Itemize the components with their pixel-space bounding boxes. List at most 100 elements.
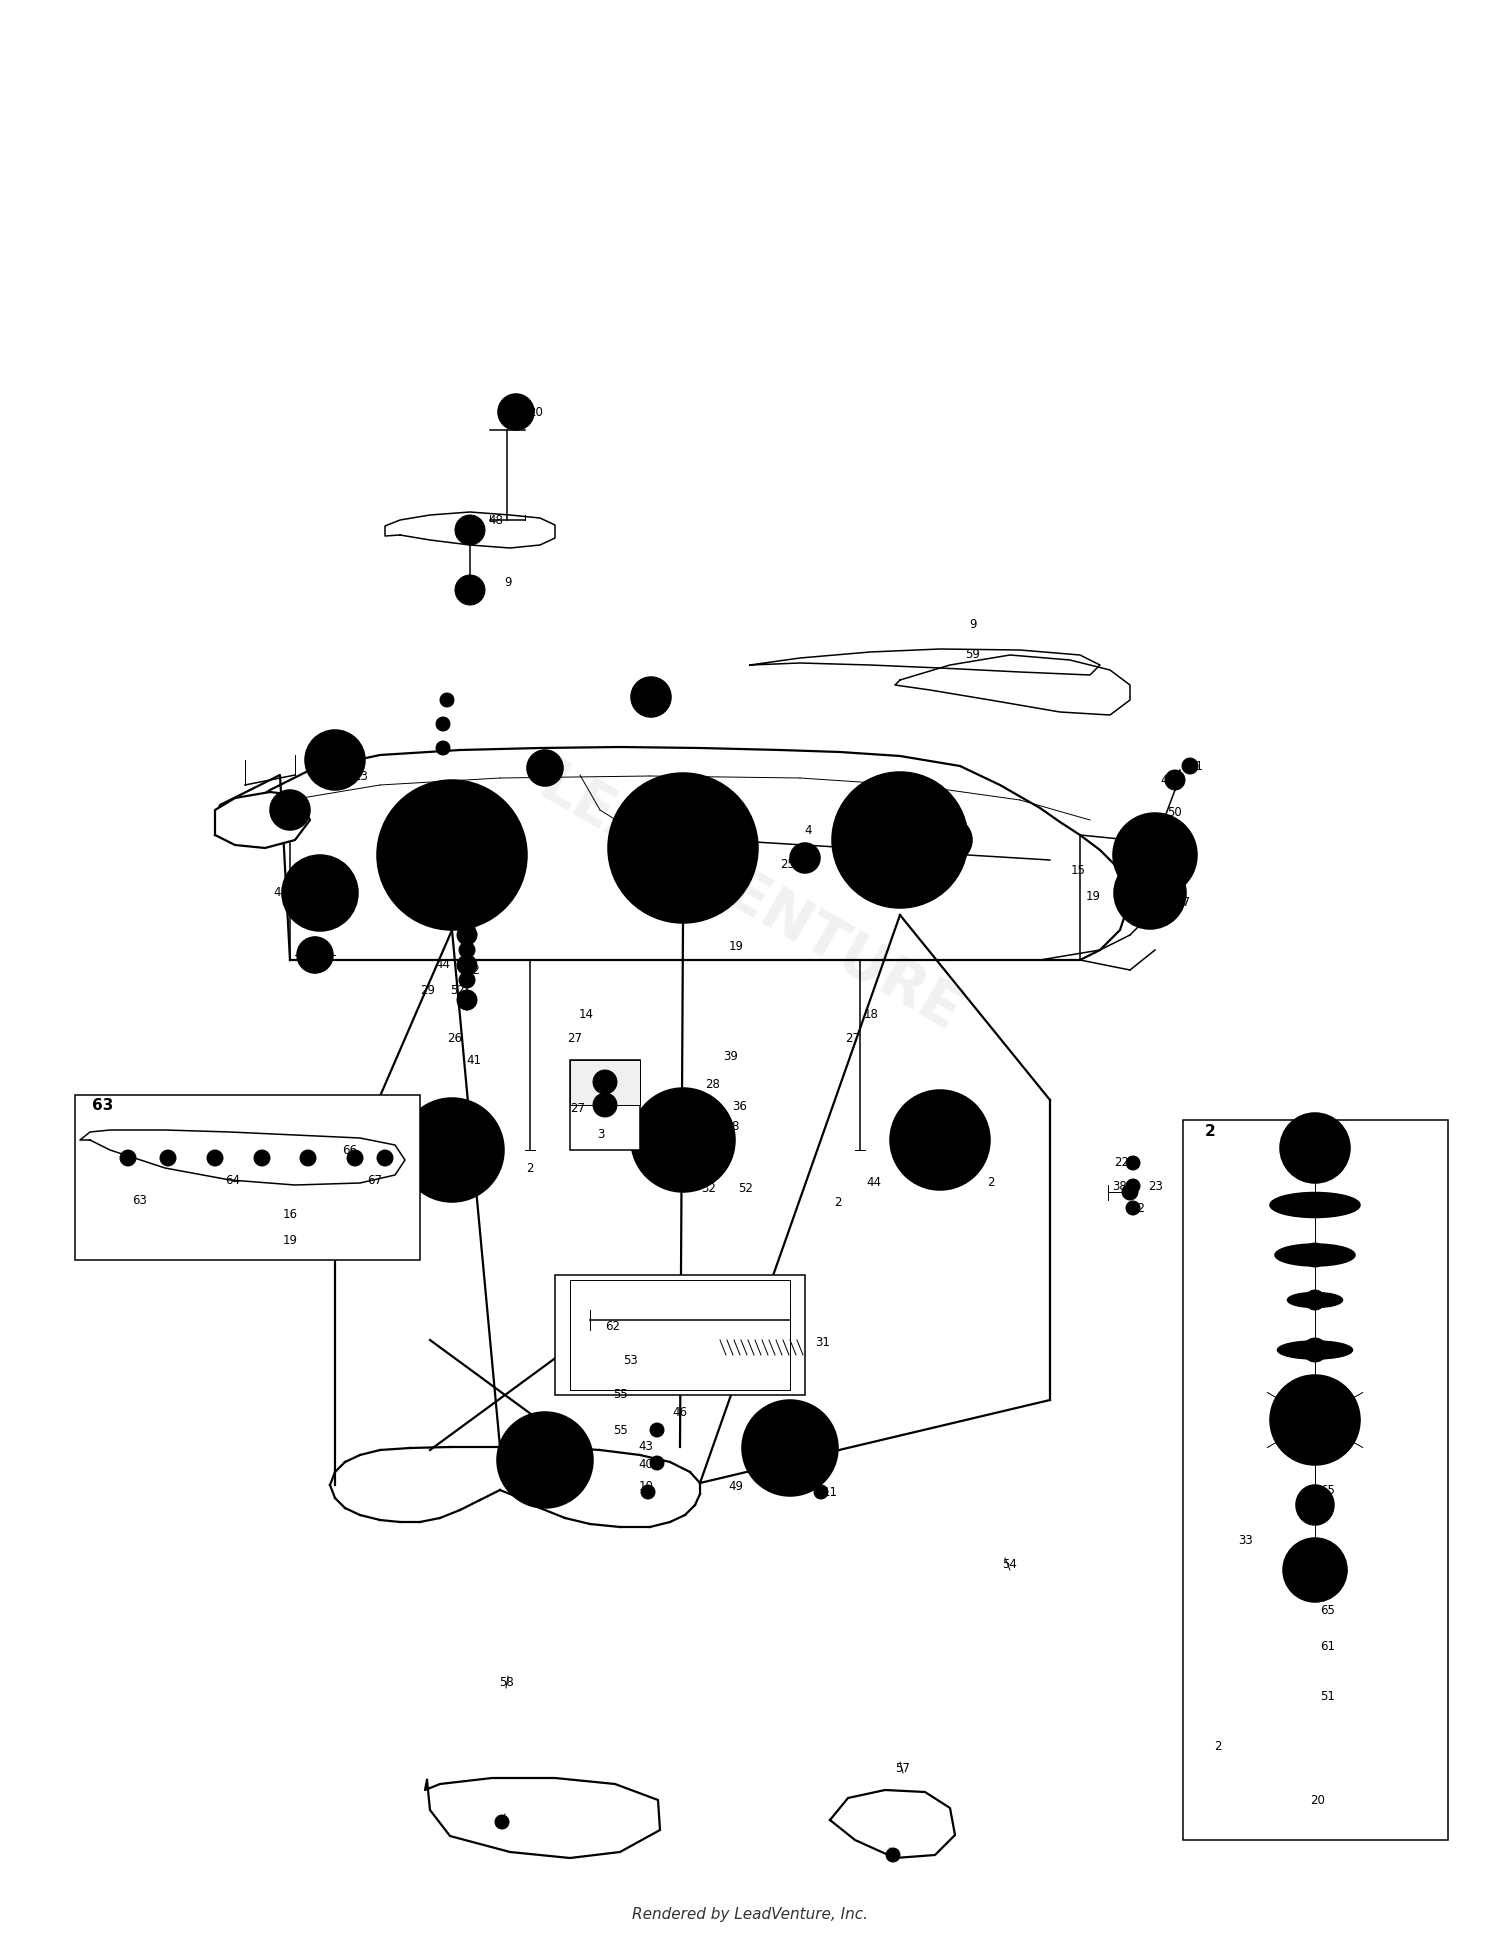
Circle shape	[886, 1848, 900, 1861]
Circle shape	[1114, 858, 1186, 930]
Text: 63: 63	[93, 1097, 114, 1112]
Text: 18: 18	[864, 1009, 879, 1021]
Circle shape	[674, 1130, 693, 1149]
Polygon shape	[750, 648, 1100, 675]
Text: 50: 50	[1167, 806, 1182, 819]
Circle shape	[444, 697, 450, 703]
Text: 1: 1	[471, 924, 477, 938]
Circle shape	[500, 1819, 506, 1825]
Text: 40: 40	[639, 1458, 654, 1471]
Text: 52: 52	[450, 984, 465, 996]
Polygon shape	[386, 512, 555, 547]
Text: 22: 22	[435, 718, 450, 730]
Text: 20: 20	[1311, 1793, 1326, 1807]
Circle shape	[928, 817, 972, 862]
Circle shape	[320, 745, 350, 774]
Circle shape	[592, 1093, 616, 1116]
Text: 17: 17	[762, 1405, 777, 1419]
Text: 12: 12	[1131, 1201, 1146, 1215]
Circle shape	[912, 1112, 968, 1168]
Circle shape	[1126, 1201, 1140, 1215]
Text: 38: 38	[435, 741, 450, 755]
Circle shape	[314, 939, 327, 953]
Polygon shape	[80, 1130, 405, 1186]
Text: 55: 55	[612, 1423, 627, 1436]
Circle shape	[815, 1485, 828, 1498]
Bar	[570, 1060, 640, 1149]
Ellipse shape	[1278, 1341, 1353, 1359]
Text: 32: 32	[465, 965, 480, 978]
Circle shape	[1132, 875, 1168, 910]
Text: 10: 10	[639, 1481, 654, 1493]
Circle shape	[1113, 813, 1197, 897]
Circle shape	[459, 941, 476, 959]
Circle shape	[1304, 1242, 1328, 1267]
Ellipse shape	[1296, 1485, 1334, 1526]
Circle shape	[1122, 1184, 1138, 1200]
Circle shape	[297, 938, 333, 972]
Circle shape	[940, 831, 960, 850]
Circle shape	[526, 749, 562, 786]
Text: 65: 65	[1320, 1605, 1335, 1617]
Circle shape	[440, 842, 464, 868]
Text: 68: 68	[1320, 1429, 1335, 1442]
Text: 23: 23	[1149, 1180, 1164, 1192]
Circle shape	[1130, 1205, 1136, 1211]
Text: 65: 65	[1320, 1485, 1335, 1498]
Polygon shape	[896, 654, 1130, 714]
Bar	[570, 1060, 640, 1104]
Circle shape	[458, 990, 477, 1009]
Circle shape	[496, 1411, 592, 1508]
Text: 24: 24	[906, 825, 921, 839]
Circle shape	[376, 780, 526, 930]
Text: 19: 19	[312, 941, 327, 953]
Circle shape	[270, 790, 310, 831]
Circle shape	[1126, 1157, 1140, 1170]
Ellipse shape	[1275, 1244, 1354, 1266]
Text: 33: 33	[1239, 1535, 1254, 1547]
Circle shape	[454, 575, 484, 606]
Text: 5: 5	[542, 759, 549, 773]
Bar	[1184, 1120, 1448, 1840]
Circle shape	[1148, 846, 1162, 864]
Circle shape	[930, 1130, 950, 1149]
Circle shape	[1144, 887, 1156, 899]
Circle shape	[592, 1069, 616, 1095]
Circle shape	[640, 1485, 656, 1498]
Text: 9: 9	[466, 945, 474, 957]
Circle shape	[518, 1432, 573, 1489]
Text: 28: 28	[705, 1079, 720, 1091]
Circle shape	[280, 802, 298, 819]
Circle shape	[207, 1149, 224, 1167]
Circle shape	[1304, 1493, 1328, 1518]
Circle shape	[654, 1460, 660, 1465]
Circle shape	[890, 831, 910, 850]
Ellipse shape	[1287, 1293, 1342, 1308]
Text: 67: 67	[368, 1174, 382, 1186]
Circle shape	[300, 873, 340, 912]
Text: 19: 19	[729, 941, 744, 953]
Circle shape	[1290, 1396, 1340, 1444]
Text: 19: 19	[282, 1233, 297, 1246]
Circle shape	[650, 1423, 664, 1436]
Circle shape	[459, 912, 476, 928]
Circle shape	[1270, 1374, 1360, 1465]
Text: LEADVENTURE: LEADVENTURE	[530, 757, 970, 1044]
Text: 63: 63	[132, 1194, 147, 1207]
Circle shape	[498, 394, 534, 431]
Circle shape	[1300, 1555, 1330, 1586]
Circle shape	[400, 1099, 504, 1201]
Text: 19: 19	[1086, 889, 1101, 903]
Text: 31: 31	[816, 1337, 831, 1349]
Text: 58: 58	[498, 1677, 513, 1689]
Circle shape	[282, 854, 358, 932]
Text: 36: 36	[732, 1099, 747, 1112]
Text: 8: 8	[732, 1120, 738, 1134]
Polygon shape	[214, 747, 1130, 961]
Text: 27: 27	[846, 1031, 861, 1044]
Circle shape	[1298, 1130, 1334, 1167]
Text: 29: 29	[420, 984, 435, 996]
Circle shape	[1130, 1161, 1136, 1167]
Circle shape	[762, 1421, 818, 1475]
Text: Rendered by LeadVenture, Inc.: Rendered by LeadVenture, Inc.	[632, 1908, 868, 1922]
